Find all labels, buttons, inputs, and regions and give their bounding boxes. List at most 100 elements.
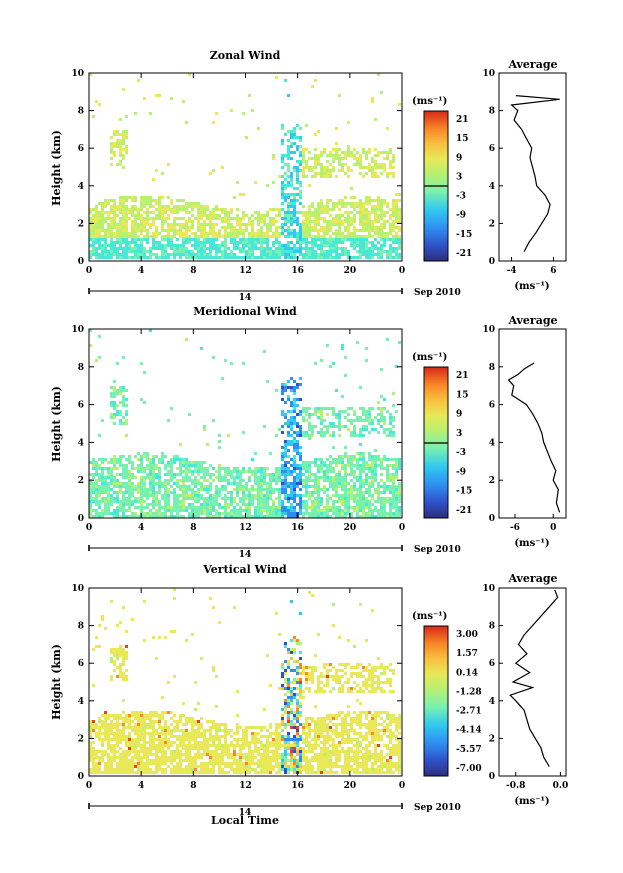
heatmap-cell (275, 726, 278, 729)
heatmap-cell (284, 509, 287, 512)
heatmap-cell (266, 759, 269, 762)
heatmap-cell (389, 217, 392, 220)
heatmap-cell (167, 747, 170, 750)
heatmap-cell (305, 214, 308, 217)
heatmap-cell (95, 515, 98, 518)
heatmap-cell (398, 488, 401, 491)
heatmap-cell (173, 223, 176, 226)
heatmap-cell (365, 515, 368, 518)
heatmap-cell (239, 479, 242, 482)
heatmap-cell (233, 606, 236, 609)
heatmap-cell (125, 645, 128, 648)
heatmap-cell (206, 512, 209, 515)
heatmap-cell (326, 172, 329, 175)
heatmap-cell (344, 238, 347, 241)
profile-frame (498, 72, 567, 262)
heatmap-cell (323, 464, 326, 467)
heatmap-cell (239, 759, 242, 762)
heatmap-cell (251, 756, 254, 759)
heatmap-cell (227, 256, 230, 259)
heatmap-cell (122, 512, 125, 515)
heatmap-cell (200, 494, 203, 497)
heatmap-cell (116, 485, 119, 488)
heatmap-cell (140, 217, 143, 220)
heatmap-cell (113, 738, 116, 741)
heatmap-cell (131, 235, 134, 238)
heatmap-cell (167, 681, 170, 684)
heatmap-cell (134, 753, 137, 756)
heatmap-cell (272, 220, 275, 223)
heatmap-cell (335, 458, 338, 461)
heatmap-cell (143, 494, 146, 497)
heatmap-cell (299, 253, 302, 256)
heatmap-cell (206, 208, 209, 211)
heatmap-cell (305, 244, 308, 247)
heatmap-cell (164, 732, 167, 735)
heatmap-cell (116, 738, 119, 741)
heatmap-cell (134, 229, 137, 232)
heatmap-cell (356, 256, 359, 259)
heatmap-cell (281, 482, 284, 485)
heatmap-cell (386, 458, 389, 461)
heatmap-cell (140, 232, 143, 235)
heatmap-cell (293, 166, 296, 169)
heatmap-cell (251, 497, 254, 500)
heatmap-cell (383, 398, 386, 401)
heatmap-cell (311, 491, 314, 494)
heatmap-cell (194, 256, 197, 259)
heatmap-cell (338, 217, 341, 220)
heatmap-cell (389, 416, 392, 419)
heatmap-cell (398, 464, 401, 467)
heatmap-cell (374, 238, 377, 241)
heatmap-cell (155, 214, 158, 217)
heatmap-cell (119, 648, 122, 651)
heatmap-cell (362, 509, 365, 512)
heatmap-cell (230, 473, 233, 476)
heatmap-cell (359, 482, 362, 485)
heatmap-cell (281, 464, 284, 467)
heatmap-cell (353, 419, 356, 422)
heatmap-cell (188, 756, 191, 759)
heatmap-cell (344, 464, 347, 467)
heatmap-cell (110, 416, 113, 419)
heatmap-cell (125, 208, 128, 211)
heatmap-cell (326, 202, 329, 205)
heatmap-cell (188, 476, 191, 479)
heatmap-cell (221, 506, 224, 509)
heatmap-cell (305, 226, 308, 229)
heatmap-cell (194, 235, 197, 238)
heatmap-cell (380, 407, 383, 410)
heatmap-cell (332, 202, 335, 205)
heatmap-cell (278, 479, 281, 482)
heatmap-cell (398, 341, 401, 344)
heatmap-cell (167, 235, 170, 238)
heatmap-cell (293, 229, 296, 232)
heatmap-cell (107, 229, 110, 232)
heatmap-cell (290, 473, 293, 476)
heatmap-cell (167, 461, 170, 464)
heatmap-cell (332, 208, 335, 211)
heatmap-cell (356, 452, 359, 455)
heatmap-cell (185, 241, 188, 244)
heatmap-cell (281, 392, 284, 395)
heatmap-cell (395, 467, 398, 470)
heatmap-cell (182, 199, 185, 202)
heatmap-cell (236, 470, 239, 473)
heatmap-cell (338, 202, 341, 205)
heatmap-cell (182, 506, 185, 509)
heatmap-cell (353, 154, 356, 157)
heatmap-cell (290, 250, 293, 253)
heatmap-cell (311, 157, 314, 160)
heatmap-cell (143, 470, 146, 473)
date-axis-caps (88, 288, 403, 294)
y-tick-label: 0 (489, 514, 495, 524)
heatmap-cell (155, 771, 158, 774)
heatmap-cell (314, 497, 317, 500)
heatmap-cell (299, 509, 302, 512)
heatmap-cell (170, 753, 173, 756)
heatmap-cell (239, 473, 242, 476)
heatmap-cell (209, 211, 212, 214)
heatmap-cell (209, 244, 212, 247)
heatmap-cell (182, 476, 185, 479)
heatmap-cell (269, 732, 272, 735)
